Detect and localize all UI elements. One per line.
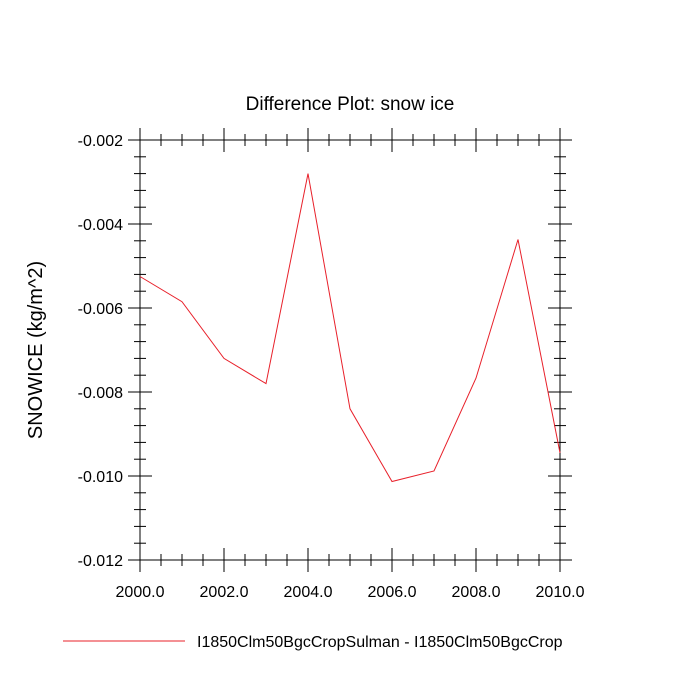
y-tick-label: -0.008 xyxy=(78,385,123,402)
y-tick-label: -0.004 xyxy=(78,217,123,234)
x-tick-label: 2010.0 xyxy=(536,584,585,601)
chart-title: Difference Plot: snow ice xyxy=(246,94,455,115)
legend: I1850Clm50BgcCropSulman - I1850Clm50BgcC… xyxy=(63,634,563,651)
x-tick-label: 2004.0 xyxy=(284,584,333,601)
axes xyxy=(139,139,561,561)
y-axis-label: SNOWICE (kg/m^2) xyxy=(25,261,47,439)
y-tick-label: -0.012 xyxy=(78,553,123,570)
x-tick-label: 2006.0 xyxy=(368,584,417,601)
axis-ticks xyxy=(128,128,572,572)
series-line xyxy=(139,173,561,483)
y-tick-label: -0.006 xyxy=(78,301,123,318)
legend-label: I1850Clm50BgcCropSulman - I1850Clm50BgcC… xyxy=(197,634,563,651)
plot-frame xyxy=(139,139,561,561)
tick-labels: 2000.0 2002.0 2004.0 2006.0 2008.0 2010.0 -0.0… xyxy=(78,133,585,601)
x-tick-label: 2008.0 xyxy=(452,584,501,601)
y-tick-label: -0.010 xyxy=(78,469,123,486)
y-tick-label: -0.002 xyxy=(78,133,123,150)
series-layer xyxy=(139,173,561,483)
x-tick-label: 2002.0 xyxy=(200,584,249,601)
x-tick-label: 2000.0 xyxy=(116,584,165,601)
